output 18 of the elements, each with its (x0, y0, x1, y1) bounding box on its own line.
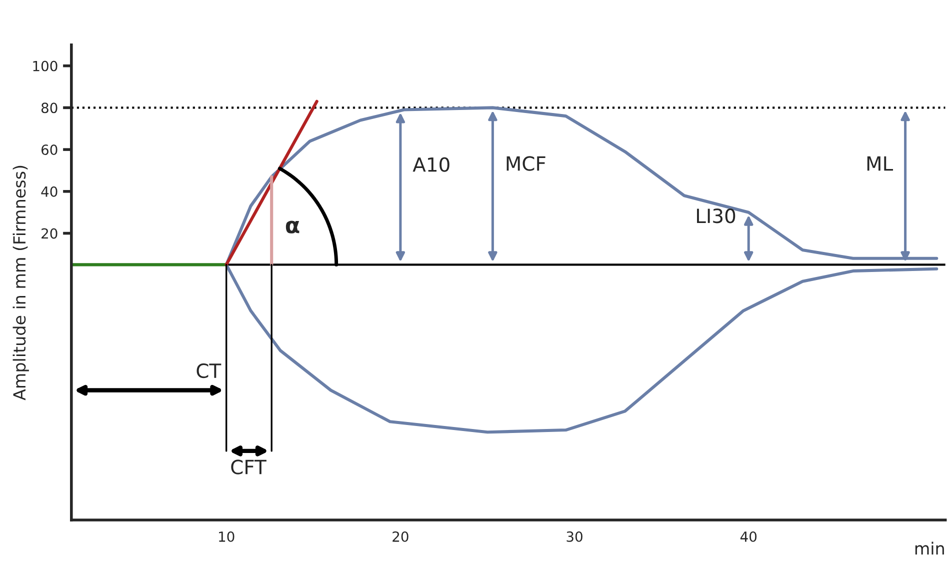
annotation: CT (196, 363, 222, 378)
y-tick-label: 40 (41, 186, 58, 197)
y-tick-label: 100 (33, 60, 58, 72)
annotation: ML (867, 156, 893, 171)
annotation: A10 (412, 157, 450, 172)
annotation: CFT (231, 460, 266, 474)
y-tick-label: 80 (41, 102, 58, 114)
x-tick-label: 40 (740, 531, 757, 542)
annotation: LI30 (697, 208, 736, 224)
x-tick-label: 30 (566, 531, 582, 542)
y-tick-label: 20 (42, 228, 58, 239)
x-tick-label: 20 (392, 531, 408, 542)
x-axis-title: min (915, 542, 944, 554)
y-tick-label: 60 (42, 144, 58, 156)
annotation: MCF (506, 156, 546, 171)
annotation: α (286, 220, 300, 234)
y-axis-title: Amplitude in mm (Firmness) (12, 166, 29, 400)
x-tick-label: 10 (219, 531, 234, 542)
